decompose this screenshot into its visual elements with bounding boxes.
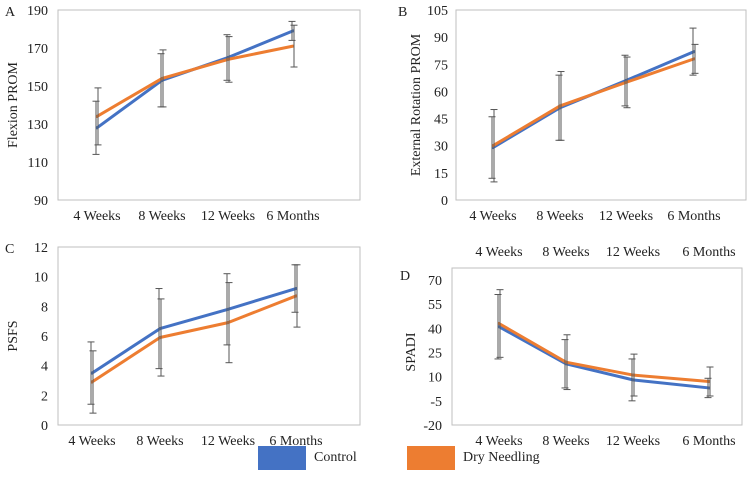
panel-c-frame	[57, 246, 361, 426]
panel-b-x-tick-label: 4 Weeks	[469, 209, 516, 224]
panel-c-y-tick-label: 4	[41, 360, 48, 375]
panel-d-label: D	[400, 269, 410, 284]
panel-b-y-tick-label: 105	[427, 4, 448, 19]
panel-b-y-tick-label: 90	[434, 31, 448, 46]
panel-b-y-tick-label: 60	[434, 85, 448, 100]
legend-label-control: Control	[314, 450, 357, 465]
legend-item-dry-needling: Dry Needling	[407, 446, 540, 470]
panel-a-y-tick-label: 130	[27, 118, 48, 133]
panel-d-x-tick-label: 8 Weeks	[542, 434, 589, 449]
panel-b-y-tick-label: 0	[441, 194, 448, 209]
panel-c-series-dry-needling-line	[90, 294, 298, 384]
panel-b-frame	[455, 9, 747, 201]
panel-a-x-tick-label: 6 Months	[266, 209, 319, 224]
panel-d-x-tick-label: 6 Months	[682, 434, 735, 449]
panel-d-y-tick-label: 70	[428, 274, 442, 289]
panel-b-x-tick-label: 8 Weeks	[536, 209, 583, 224]
panel-a-series-dry-needling-line	[95, 44, 295, 118]
panel-c-y-tick-label: 12	[34, 241, 48, 256]
panel-c-y-tick-label: 2	[41, 389, 48, 404]
panel-b-y-tick-label: 30	[434, 140, 448, 155]
panel-d-series-dry-needling-line	[497, 322, 711, 383]
panel-d-y-tick-label: 40	[428, 322, 442, 337]
panel-c-x-tick-label: 12 Weeks	[201, 434, 255, 449]
panel-a-y-tick-label: 90	[34, 194, 48, 209]
panel-c-y-tick-label: 8	[41, 300, 48, 315]
panel-a-label: A	[5, 5, 16, 20]
panel-c-x-tick-label: 6 Months	[269, 434, 322, 449]
panel-d-x-tick-label: 12 Weeks	[606, 434, 660, 449]
panel-c-label: C	[5, 242, 14, 257]
panel-d-y-tick-label: 55	[428, 298, 442, 313]
panel-a-frame	[57, 9, 361, 201]
panel-d-y-tick-label: 25	[428, 347, 442, 362]
legend-label-dry-needling: Dry Needling	[463, 450, 540, 465]
panel-c-y-tick-label: 0	[41, 419, 48, 434]
panel-d-series-control-line	[497, 325, 711, 390]
legend-swatch-control	[258, 446, 306, 470]
panel-d-top-category-label: 6 Months	[682, 245, 735, 260]
panel-c-y-tick-label: 10	[34, 271, 48, 286]
panel-c-y-axis-label: PSFS	[6, 320, 21, 351]
panel-a-x-tick-label: 12 Weeks	[201, 209, 255, 224]
panel-a-y-tick-label: 110	[28, 156, 48, 171]
panel-c-y-tick-label: 6	[41, 330, 48, 345]
panel-a-y-axis-label: Flexion PROM	[6, 61, 21, 148]
panel-b-series-dry-needling-line	[491, 57, 696, 148]
legend-item-control: Control	[258, 446, 357, 470]
panel-c-x-tick-label: 8 Weeks	[136, 434, 183, 449]
panel-b-y-axis-label: External Rotation PROM	[409, 33, 424, 176]
panel-d-y-axis-label: SPADI	[404, 332, 419, 372]
panel-d-top-category-label: 12 Weeks	[606, 245, 660, 260]
panel-a-y-tick-label: 170	[27, 42, 48, 57]
legend-swatch-dry-needling	[407, 446, 455, 470]
panel-d-y-tick-label: 10	[428, 371, 442, 386]
panel-b-y-tick-label: 15	[434, 167, 448, 182]
panel-b-label: B	[398, 5, 407, 20]
panel-d-top-category-label: 8 Weeks	[542, 245, 589, 260]
panel-d-x-tick-label: 4 Weeks	[475, 434, 522, 449]
panel-d-frame	[451, 267, 743, 426]
panel-a-x-tick-label: 8 Weeks	[138, 209, 185, 224]
panel-d-y-tick-label: -5	[430, 395, 442, 410]
panel-a-y-tick-label: 150	[27, 80, 48, 95]
panel-a-x-tick-label: 4 Weeks	[73, 209, 120, 224]
panel-b-x-tick-label: 6 Months	[667, 209, 720, 224]
panel-a-y-tick-label: 190	[27, 4, 48, 19]
panel-b-x-tick-label: 12 Weeks	[599, 209, 653, 224]
panel-b-y-tick-label: 45	[434, 113, 448, 128]
panel-c-x-tick-label: 4 Weeks	[68, 434, 115, 449]
panel-b-y-tick-label: 75	[434, 58, 448, 73]
panel-d-top-category-label: 4 Weeks	[475, 245, 522, 260]
panel-c-series-control-line	[90, 287, 298, 375]
panel-d-y-tick-label: -20	[423, 419, 442, 434]
